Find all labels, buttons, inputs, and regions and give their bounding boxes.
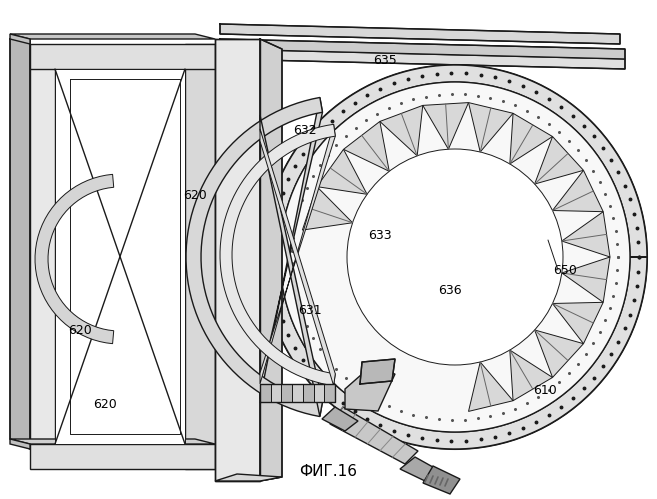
Polygon shape — [553, 170, 603, 212]
Polygon shape — [10, 439, 215, 444]
Polygon shape — [35, 174, 114, 344]
Polygon shape — [30, 44, 215, 69]
Polygon shape — [562, 257, 610, 302]
Polygon shape — [260, 384, 271, 402]
Polygon shape — [344, 121, 389, 171]
Polygon shape — [281, 384, 292, 402]
Polygon shape — [562, 212, 610, 257]
Text: 632: 632 — [293, 123, 317, 137]
Polygon shape — [220, 24, 620, 44]
Text: 635: 635 — [373, 53, 397, 66]
Polygon shape — [422, 103, 468, 149]
Polygon shape — [55, 69, 185, 444]
Polygon shape — [468, 362, 513, 411]
Polygon shape — [260, 39, 282, 481]
Polygon shape — [220, 124, 335, 386]
Polygon shape — [185, 44, 215, 469]
Text: 650: 650 — [553, 263, 577, 276]
Polygon shape — [215, 39, 260, 481]
Polygon shape — [400, 457, 440, 481]
Polygon shape — [260, 129, 335, 386]
Polygon shape — [260, 115, 323, 417]
Polygon shape — [360, 359, 395, 384]
Polygon shape — [30, 49, 55, 449]
Polygon shape — [423, 466, 460, 494]
Polygon shape — [271, 384, 281, 402]
Polygon shape — [535, 330, 583, 377]
Polygon shape — [260, 124, 335, 384]
Text: 620: 620 — [183, 189, 207, 202]
Polygon shape — [215, 474, 282, 481]
Polygon shape — [510, 350, 553, 401]
Text: 620: 620 — [93, 399, 117, 412]
Polygon shape — [317, 149, 367, 194]
Text: 631: 631 — [298, 303, 322, 316]
Polygon shape — [553, 302, 603, 344]
Polygon shape — [510, 113, 553, 164]
Polygon shape — [330, 407, 418, 464]
Circle shape — [280, 82, 630, 432]
Polygon shape — [10, 34, 30, 44]
Text: 636: 636 — [438, 283, 462, 296]
Text: 620: 620 — [68, 323, 92, 336]
Polygon shape — [313, 384, 325, 402]
Polygon shape — [260, 97, 323, 399]
Polygon shape — [10, 34, 215, 39]
Polygon shape — [322, 407, 358, 431]
Polygon shape — [186, 97, 323, 417]
Polygon shape — [292, 384, 303, 402]
Polygon shape — [380, 105, 422, 156]
Polygon shape — [220, 39, 625, 59]
Text: 610: 610 — [533, 384, 557, 397]
Text: ФИГ.16: ФИГ.16 — [299, 465, 357, 480]
Polygon shape — [10, 439, 30, 449]
Polygon shape — [535, 137, 583, 184]
Polygon shape — [303, 384, 313, 402]
Polygon shape — [220, 49, 625, 69]
Polygon shape — [325, 384, 335, 402]
Polygon shape — [30, 444, 215, 469]
Polygon shape — [302, 187, 353, 230]
Circle shape — [263, 65, 647, 449]
Polygon shape — [345, 367, 395, 411]
Circle shape — [347, 149, 563, 365]
Polygon shape — [263, 65, 647, 449]
Polygon shape — [10, 39, 30, 449]
Text: 633: 633 — [368, 229, 392, 242]
Polygon shape — [468, 103, 513, 152]
